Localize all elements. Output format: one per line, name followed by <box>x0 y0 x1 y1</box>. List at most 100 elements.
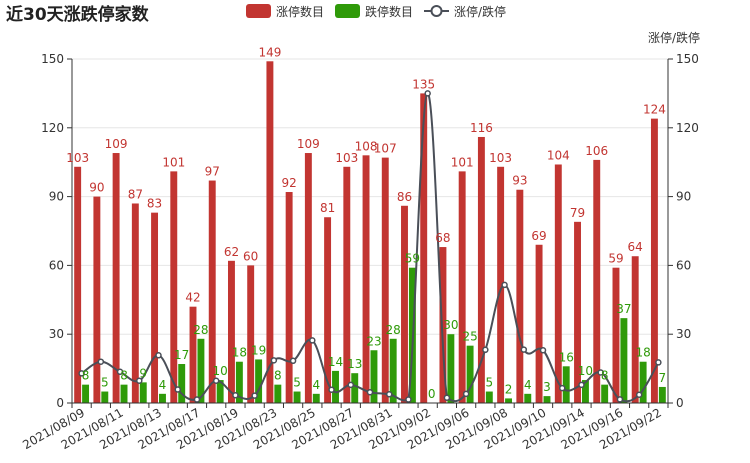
bar-limit-down <box>351 373 359 403</box>
data-label-limit-up: 42 <box>185 291 200 305</box>
ratio-point <box>405 396 412 403</box>
x-axis: 2021/08/092021/08/112021/08/132021/08/17… <box>20 402 669 452</box>
data-label-limit-down: 13 <box>347 357 362 371</box>
ratio-point <box>366 388 374 396</box>
y-tick-label-right: 30 <box>676 327 691 341</box>
data-label-limit-up: 109 <box>105 137 128 151</box>
legend-label-limit-up[interactable]: 涨停数目 <box>276 4 324 19</box>
ratio-point <box>193 396 201 403</box>
data-label-limit-up: 101 <box>162 155 185 169</box>
bar-limit-down <box>639 361 647 403</box>
bar-limit-up <box>574 221 581 403</box>
bar-limit-down <box>562 366 570 403</box>
data-label-limit-down: 8 <box>120 369 128 383</box>
bar-limit-down <box>466 345 474 403</box>
y-tick-label-right: 90 <box>676 190 691 204</box>
y-tick-label-left: 90 <box>49 190 64 204</box>
data-label-limit-down: 28 <box>386 323 401 337</box>
data-label-limit-up: 86 <box>397 190 412 204</box>
ratio-point <box>212 377 220 385</box>
y-axis-right: 0 30 60 90 120 150 <box>667 52 699 410</box>
bar-limit-up <box>362 155 370 403</box>
bar-limit-down <box>274 384 282 403</box>
bar-limit-down <box>389 338 397 403</box>
data-label-limit-down: 5 <box>101 376 109 390</box>
bar-limit-down <box>120 384 128 403</box>
legend-label-ratio[interactable]: 涨停/跌停 <box>454 4 506 19</box>
bar-limit-down <box>332 370 339 403</box>
ratio-point <box>289 357 297 365</box>
data-label-limit-down: 16 <box>559 350 574 364</box>
data-label-limit-down: 59 <box>405 252 420 266</box>
data-label-limit-up: 106 <box>585 144 608 158</box>
ratio-point <box>520 346 528 353</box>
ratio-point <box>116 368 124 376</box>
data-label-limit-down: 14 <box>328 355 343 369</box>
data-label-limit-down: 28 <box>193 323 208 337</box>
ratio-point <box>174 386 181 393</box>
data-label-limit-down: 8 <box>274 369 282 383</box>
bar-limit-up <box>401 205 408 403</box>
ratio-point <box>328 386 335 393</box>
data-label-limit-down: 4 <box>312 378 320 392</box>
data-label-limit-up: 108 <box>355 139 378 153</box>
y-tick-label-left: 0 <box>56 396 64 410</box>
bar-limit-down <box>178 364 186 403</box>
data-label-limit-down: 0 <box>428 387 436 401</box>
data-label-limit-up: 64 <box>628 240 643 254</box>
bar-limit-up <box>420 93 428 404</box>
ratio-point <box>251 392 258 399</box>
bar-limit-up <box>535 244 543 403</box>
bar-limit-up <box>189 306 197 403</box>
data-label-limit-up: 83 <box>147 197 162 211</box>
bar-limit-down <box>505 398 513 403</box>
bar-limit-down <box>293 391 301 403</box>
data-label-limit-down: 19 <box>251 343 266 357</box>
legend-swatch-ratio-marker[interactable] <box>430 5 443 17</box>
bar-limit-up <box>304 153 312 403</box>
bar-limit-up <box>131 203 139 403</box>
legend-swatch-limit-down[interactable] <box>335 4 360 18</box>
ratio-point <box>136 377 143 385</box>
data-label-limit-up: 79 <box>570 206 585 220</box>
bar-limit-up <box>458 171 466 403</box>
bar-limit-down <box>216 380 224 403</box>
bar-limit-down <box>139 382 147 403</box>
ratio-point <box>462 390 470 398</box>
ratio-point <box>97 358 105 365</box>
data-label-limit-down: 2 <box>505 382 513 396</box>
bar-limit-up <box>93 196 101 403</box>
y-tick-label-right: 60 <box>676 258 691 272</box>
data-label-limit-down: 37 <box>616 302 631 316</box>
ratio-point <box>270 357 278 364</box>
ratio-point <box>635 391 643 398</box>
bar-limit-down <box>524 393 532 403</box>
data-label-limit-up: 101 <box>451 155 474 169</box>
bar-limit-up <box>247 265 255 403</box>
bar-limit-down <box>235 361 243 403</box>
ratio-point <box>443 394 451 401</box>
data-label-limit-up: 109 <box>297 137 320 151</box>
ratio-point <box>309 337 316 344</box>
data-label-limit-down: 10 <box>578 364 593 378</box>
y-tick-label-left: 30 <box>49 327 64 341</box>
bar-limit-down <box>370 350 378 403</box>
bar-limit-down <box>485 391 493 403</box>
data-label-limit-down: 25 <box>462 330 477 344</box>
legend[interactable]: 涨停数目 跌停数目 涨停/跌停 <box>246 4 506 19</box>
y-tick-label-right: 150 <box>676 52 699 66</box>
bar-limit-up <box>74 166 82 403</box>
legend-swatch-limit-up[interactable] <box>246 4 271 18</box>
legend-label-limit-down[interactable]: 跌停数目 <box>365 4 413 19</box>
bar-limit-up <box>324 217 332 403</box>
chart-title: 近30天涨跌停家数 <box>6 4 150 25</box>
bar-limit-up <box>208 180 216 403</box>
y-tick-label-left: 60 <box>49 258 64 272</box>
ratio-point <box>578 381 585 389</box>
bar-limit-down <box>543 396 551 403</box>
data-label-limit-up: 92 <box>281 176 296 190</box>
bar-limit-up <box>381 157 389 403</box>
data-label-limit-up: 97 <box>205 165 220 179</box>
data-label-limit-up: 90 <box>89 181 104 195</box>
data-label-limit-up: 69 <box>531 229 546 243</box>
